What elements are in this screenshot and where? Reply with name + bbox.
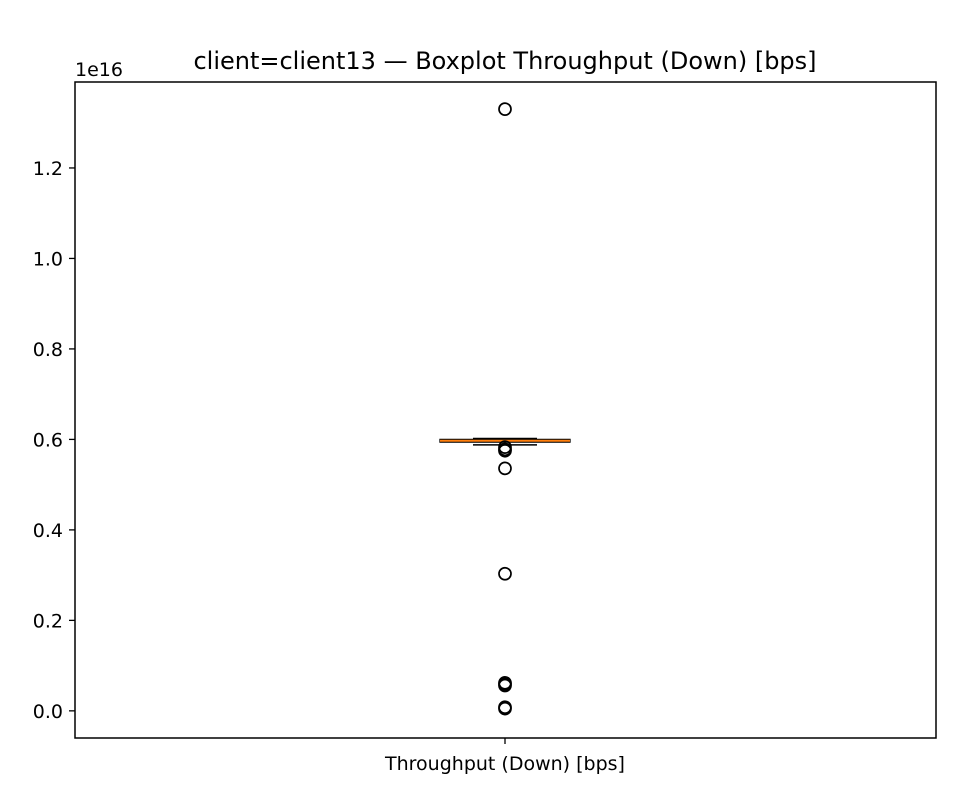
y-tick-label: 0.6 xyxy=(33,429,63,451)
outlier-point xyxy=(498,566,512,581)
y-tick-label: 0.2 xyxy=(33,610,63,632)
y-offset-label: 1e16 xyxy=(75,59,123,81)
y-tick-label: 0.4 xyxy=(33,520,63,542)
outliers xyxy=(498,102,512,716)
x-category-label: Throughput (Down) [bps] xyxy=(384,753,625,775)
outlier-point xyxy=(498,443,512,458)
outlier-point xyxy=(498,678,512,693)
y-tick-label: 1.2 xyxy=(33,158,63,180)
outlier-point xyxy=(498,102,512,116)
y-axis: 0.0 0.2 0.4 0.6 0.8 1.0 1.2 xyxy=(33,158,75,723)
plot-frame xyxy=(74,81,937,739)
y-tick-label: 0.8 xyxy=(33,339,63,361)
chart-title: client=client13 — Boxplot Throughput (Do… xyxy=(193,47,816,75)
y-tick-label: 1.0 xyxy=(33,248,63,270)
y-tick-label: 0.0 xyxy=(33,701,63,723)
x-axis: Throughput (Down) [bps] xyxy=(384,738,625,775)
outlier-point xyxy=(498,461,512,476)
outlier-point xyxy=(498,701,512,716)
